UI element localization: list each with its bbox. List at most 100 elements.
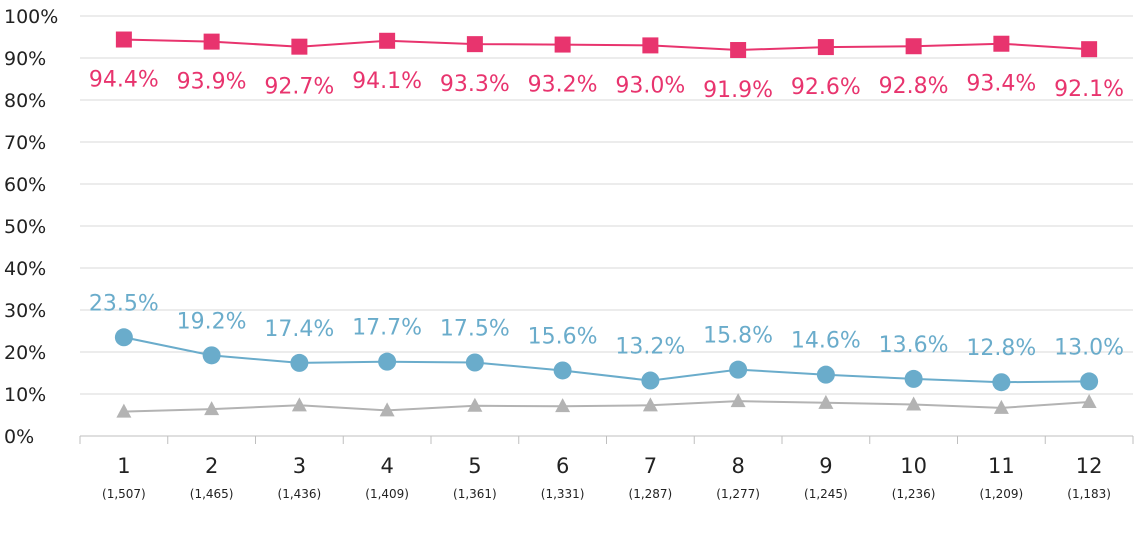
series-2-point bbox=[114, 328, 133, 347]
series-1-point bbox=[993, 35, 1010, 52]
y-tick-label: 80% bbox=[4, 90, 46, 112]
x-tick-label: 5 bbox=[468, 454, 481, 478]
x-tick-label: 4 bbox=[380, 454, 393, 478]
y-tick-label: 70% bbox=[4, 132, 46, 154]
series-2-data-label: 19.2% bbox=[177, 309, 247, 334]
x-tick-sublabel: (1,183) bbox=[1067, 487, 1111, 501]
x-tick-sublabel: (1,245) bbox=[804, 487, 848, 501]
series-3-line bbox=[123, 400, 1090, 413]
series-3-point bbox=[116, 403, 132, 418]
series-2-point bbox=[992, 373, 1011, 392]
x-tick-label: 1 bbox=[117, 454, 130, 478]
x-tick-sublabel: (1,507) bbox=[102, 487, 146, 501]
series-1-data-label: 92.8% bbox=[879, 74, 949, 99]
series-2-data-label: 15.6% bbox=[528, 324, 598, 349]
series-2-point bbox=[553, 361, 572, 380]
series-2-point bbox=[1080, 372, 1099, 391]
x-tick-label: 12 bbox=[1076, 454, 1103, 478]
series-3-point bbox=[467, 397, 483, 412]
series-1-point bbox=[642, 37, 659, 54]
series-1-data-label: 94.4% bbox=[89, 68, 159, 93]
series-1-data-label: 94.1% bbox=[352, 69, 422, 94]
x-tick-sublabel: (1,236) bbox=[892, 487, 936, 501]
series-1-point bbox=[1081, 41, 1098, 58]
x-axis: 1 (1,507) 2 (1,465) 3 (1,436) 4 (1,409) 5 (1,361)… bbox=[79, 436, 1134, 501]
series-3-point bbox=[730, 393, 746, 408]
y-tick-label: 30% bbox=[4, 300, 46, 322]
series-1-data-label: 93.0% bbox=[615, 73, 685, 98]
y-tick-label: 0% bbox=[4, 426, 34, 448]
series-1-data-label: 92.7% bbox=[264, 75, 334, 100]
series-3-point bbox=[906, 396, 922, 411]
series-1-point bbox=[817, 39, 834, 56]
x-tick-label: 3 bbox=[293, 454, 306, 478]
series-2-point bbox=[465, 353, 484, 372]
series-1-point bbox=[466, 36, 483, 53]
x-tick-sublabel: (1,361) bbox=[453, 487, 497, 501]
series-2-data-label: 17.5% bbox=[440, 317, 510, 342]
series-2-data-label: 13.0% bbox=[1054, 335, 1124, 360]
series-2-line bbox=[123, 336, 1090, 384]
y-tick-label: 40% bbox=[4, 258, 46, 280]
x-tick-sublabel: (1,209) bbox=[980, 487, 1024, 501]
x-tick-sublabel: (1,436) bbox=[278, 487, 322, 501]
series-2-data-label: 12.8% bbox=[966, 336, 1036, 361]
series-3-point bbox=[818, 394, 834, 409]
series-1-data-label: 93.2% bbox=[528, 73, 598, 98]
series-1-point bbox=[379, 32, 396, 49]
x-tick-label: 7 bbox=[644, 454, 657, 478]
series-2-data-label: 14.6% bbox=[791, 329, 861, 354]
x-tick-label: 2 bbox=[205, 454, 218, 478]
series-1-data-label: 93.9% bbox=[177, 70, 247, 95]
series-2-point bbox=[378, 352, 397, 371]
series-3-point bbox=[291, 397, 307, 412]
series-2-point bbox=[729, 360, 748, 379]
x-tick-sublabel: (1,277) bbox=[716, 487, 760, 501]
series-1-data-label: 92.6% bbox=[791, 75, 861, 100]
series-1-data-label: 91.9% bbox=[703, 78, 773, 103]
x-tick-label: 11 bbox=[988, 454, 1015, 478]
series-2-point bbox=[641, 371, 660, 390]
series-1-data-label: 92.1% bbox=[1054, 77, 1124, 102]
series-2-point bbox=[904, 369, 923, 388]
x-tick-sublabel: (1,331) bbox=[541, 487, 585, 501]
series-2-data-label: 15.8% bbox=[703, 324, 773, 349]
series-1-point bbox=[554, 36, 571, 53]
series-1-point bbox=[291, 38, 308, 55]
y-axis: 0% 10% 20% 30% 40% 50% 60% 70% 80% 90% 100% bbox=[4, 6, 58, 448]
x-tick-label: 9 bbox=[819, 454, 832, 478]
series-3-point bbox=[642, 397, 658, 412]
x-tick-label: 6 bbox=[556, 454, 569, 478]
series-2-data-label: 17.4% bbox=[264, 317, 334, 342]
series-3-point bbox=[204, 401, 220, 416]
x-tick-sublabel: (1,409) bbox=[365, 487, 409, 501]
series-2-data-label: 17.7% bbox=[352, 316, 422, 341]
y-tick-label: 10% bbox=[4, 384, 46, 406]
data-labels: 94.4% 93.9% 92.7% 94.1% 93.3% 93.2% 93.0% 91.9%… bbox=[89, 68, 1124, 362]
series-2-point bbox=[202, 346, 221, 365]
x-tick-label: 8 bbox=[731, 454, 744, 478]
x-tick-label: 10 bbox=[900, 454, 927, 478]
y-tick-label: 50% bbox=[4, 216, 46, 238]
series-1-point bbox=[203, 33, 220, 50]
gridlines bbox=[80, 15, 1133, 437]
series-3-point bbox=[379, 402, 395, 417]
series-1-line bbox=[123, 38, 1090, 52]
series-1-data-label: 93.3% bbox=[440, 72, 510, 97]
y-tick-label: 100% bbox=[4, 6, 58, 28]
series-2-point bbox=[290, 353, 309, 372]
series-1-point bbox=[115, 31, 132, 48]
series-2-point bbox=[816, 365, 835, 384]
series-1-point bbox=[905, 38, 922, 55]
y-tick-label: 60% bbox=[4, 174, 46, 196]
series-3-point bbox=[1081, 393, 1097, 408]
series-1-point bbox=[730, 42, 747, 59]
y-tick-label: 90% bbox=[4, 48, 46, 70]
series-3-point bbox=[555, 398, 571, 413]
series-layer bbox=[114, 31, 1099, 418]
series-1-data-label: 93.4% bbox=[966, 72, 1036, 97]
x-tick-sublabel: (1,465) bbox=[190, 487, 234, 501]
series-2-data-label: 23.5% bbox=[89, 291, 159, 316]
series-2-data-label: 13.2% bbox=[615, 335, 685, 360]
